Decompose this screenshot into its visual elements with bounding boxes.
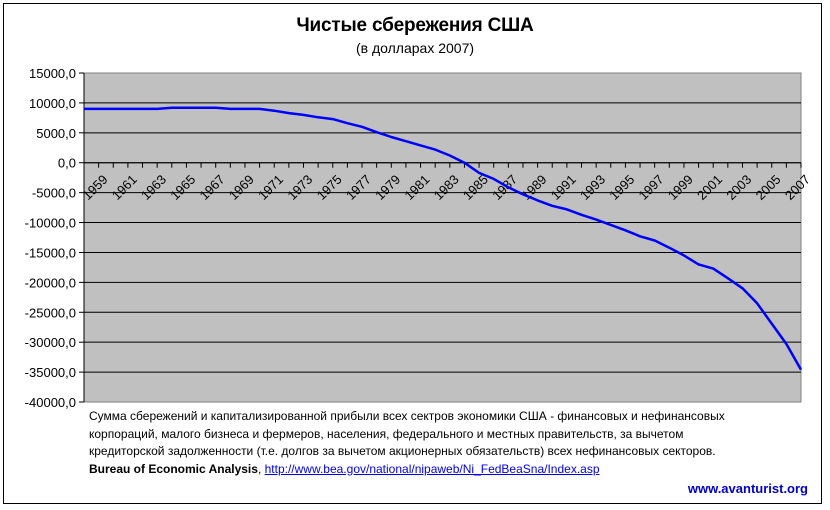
footnote-line-1: Сумма сбережений и капитализированной пр… — [89, 409, 725, 423]
chart-subtitle: (в долларах 2007) — [355, 40, 475, 56]
plot-area — [83, 72, 802, 403]
y-tick-label: -30000,0 — [25, 335, 76, 350]
source-line: Bureau of Economic Analysis, http://www.… — [89, 461, 809, 479]
y-axis: 15000,0 10000,0 5000,0 0,0 -5000,0 -10000,0 -1… — [25, 66, 85, 410]
y-tick-label: -20000,0 — [25, 275, 76, 290]
y-tick-label: -25000,0 — [25, 305, 76, 320]
y-tick-label: 10000,0 — [29, 96, 76, 111]
y-tick-label: -10000,0 — [25, 216, 76, 231]
chart-title: Чистые сбережения США — [296, 15, 534, 36]
y-tick-label: -40000,0 — [25, 395, 76, 410]
y-tick-label: 0,0 — [58, 156, 76, 171]
source-link[interactable]: http://www.bea.gov/national/nipaweb/Ni_F… — [264, 461, 600, 476]
y-tick-label: 15000,0 — [29, 66, 76, 81]
chart-footnote: Сумма сбережений и капитализированной пр… — [89, 408, 809, 478]
footnote-line-2: корпораций, малого бизнеса и фермеров, н… — [89, 426, 684, 441]
y-tick-label: -15000,0 — [25, 245, 76, 260]
brand-watermark: www.avanturist.org — [687, 481, 808, 496]
gridlines — [84, 102, 801, 373]
footnote-line-3: кредиторской задолженности (т.е. долгов … — [89, 444, 716, 458]
source-separator: , — [257, 461, 265, 476]
net-savings-line — [84, 106, 803, 371]
y-tick-label: 5000,0 — [36, 126, 76, 141]
y-tick-label: -5000,0 — [32, 186, 76, 201]
source-name: Bureau of Economic Analysis — [89, 461, 258, 476]
y-tick-label: -35000,0 — [25, 365, 76, 380]
